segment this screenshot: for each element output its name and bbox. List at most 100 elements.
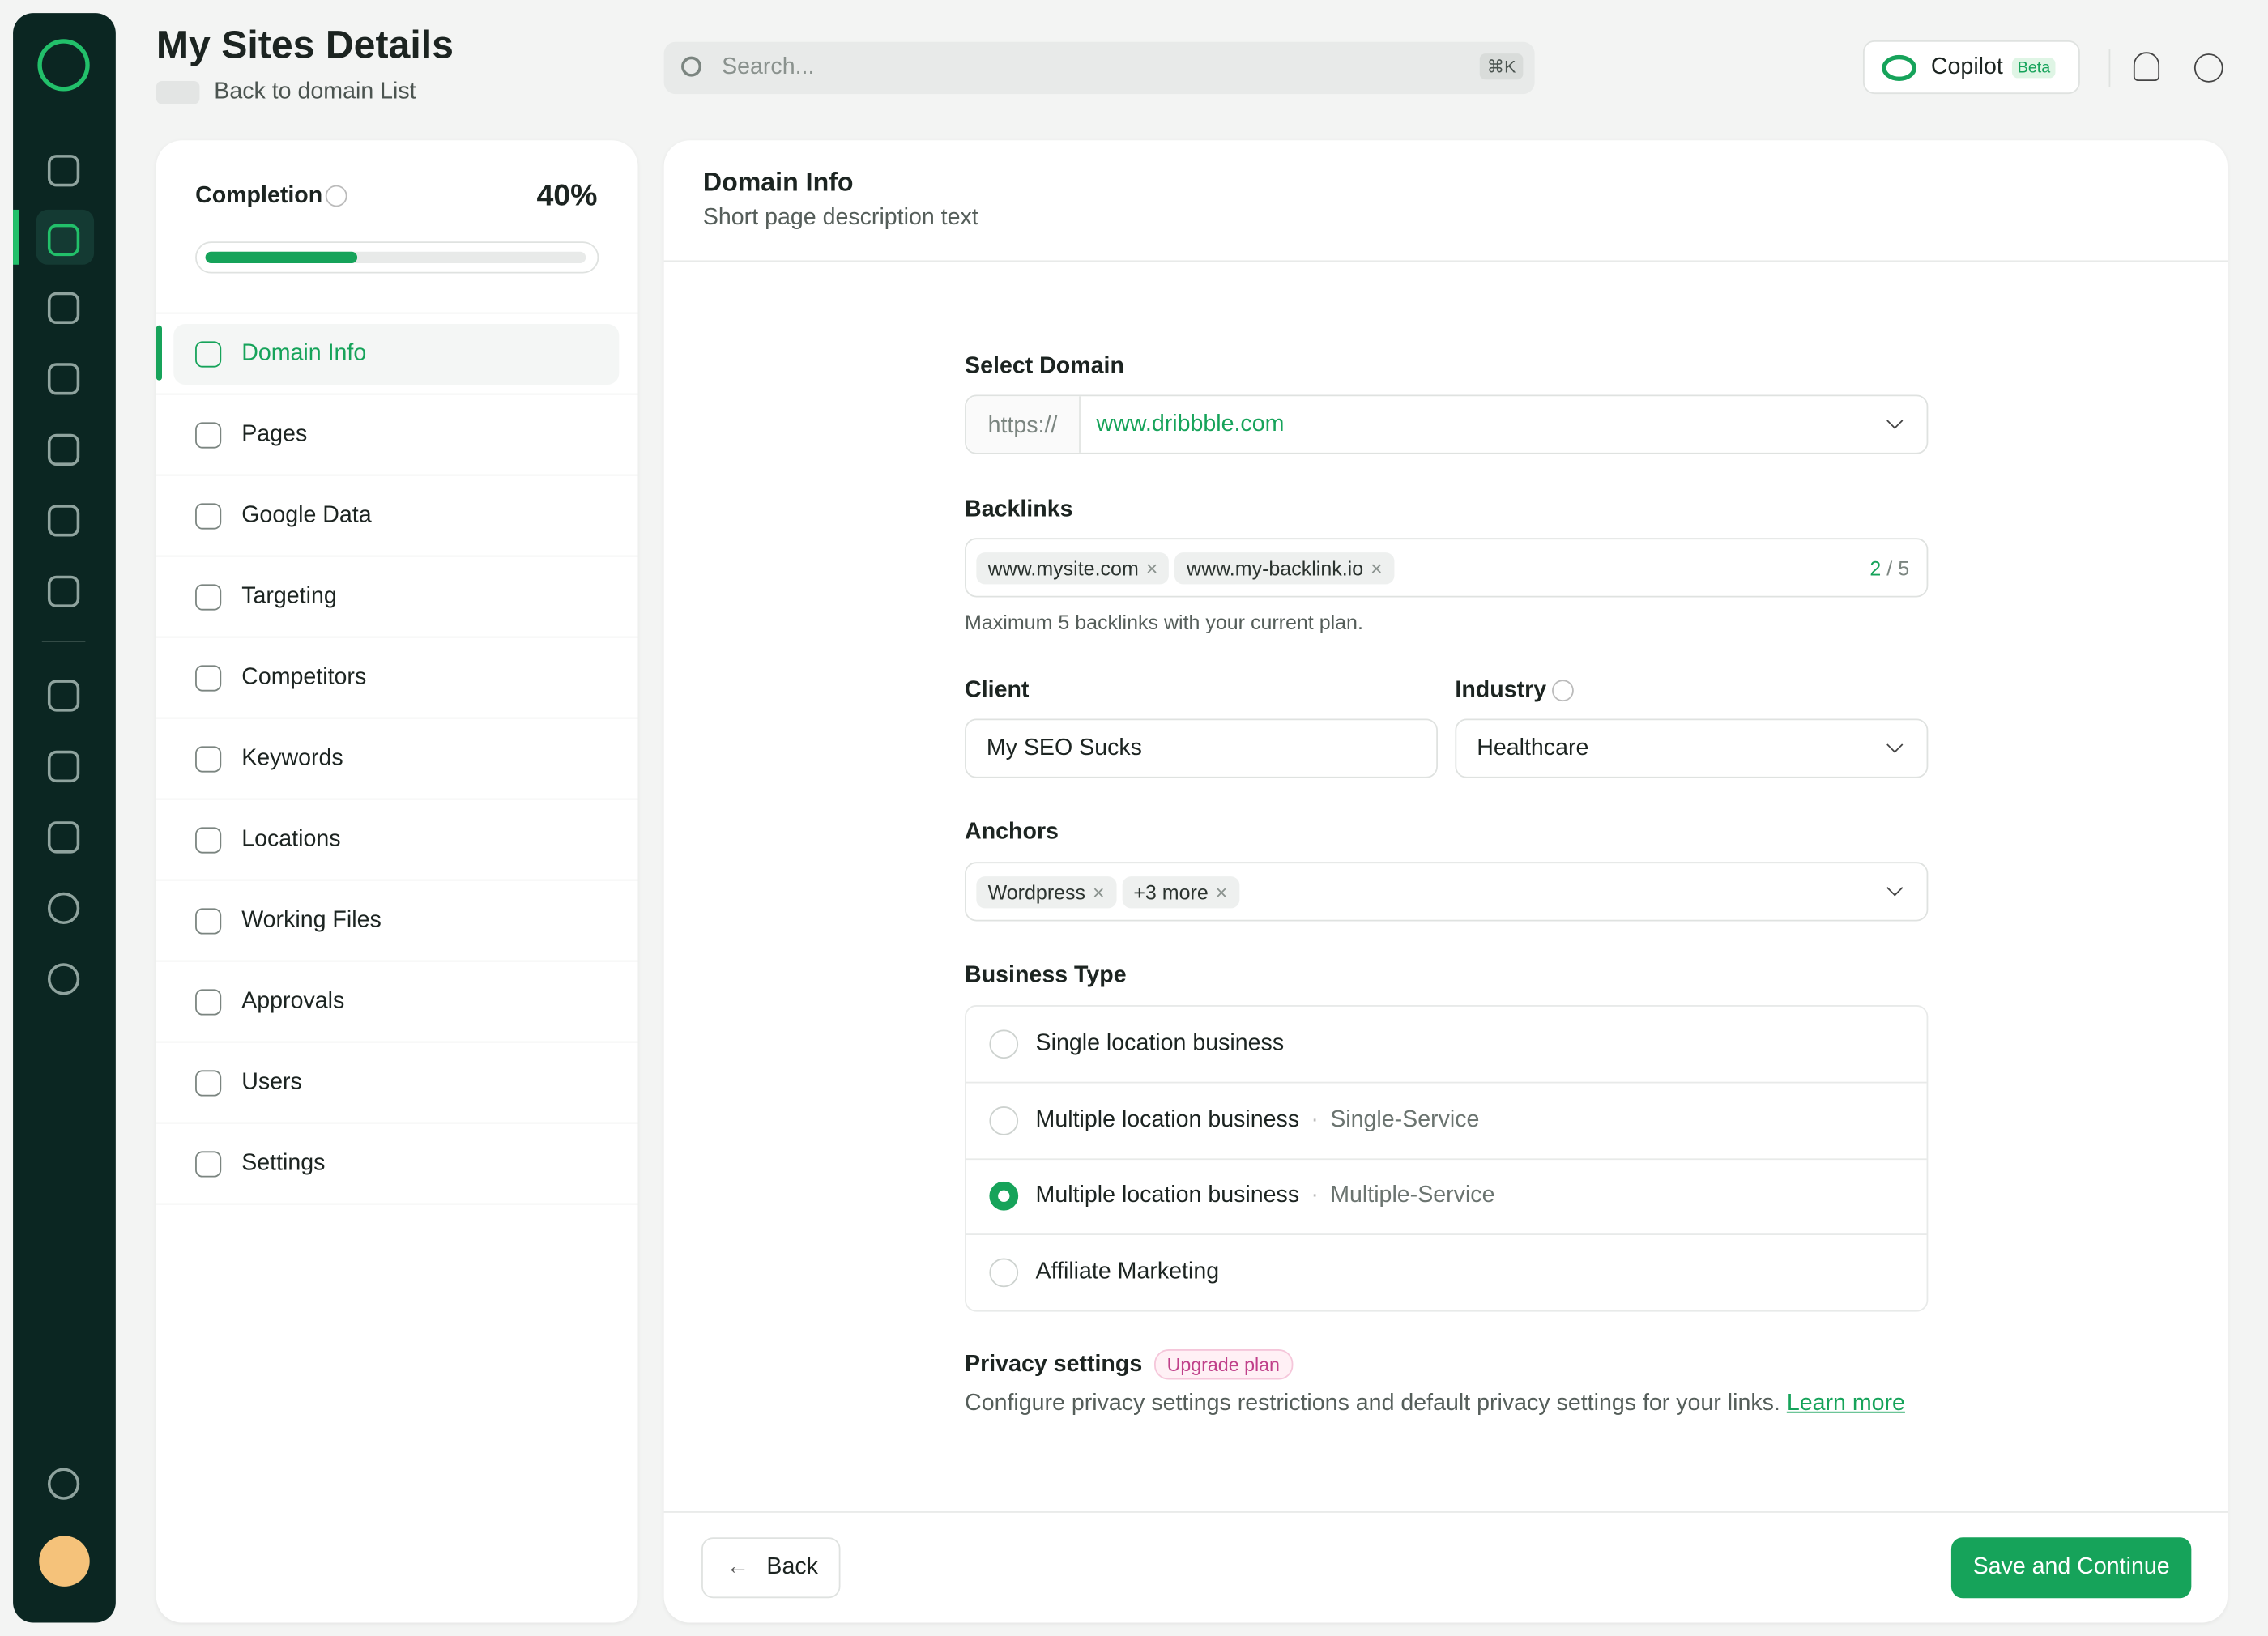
industry-select[interactable]: Healthcare — [1455, 718, 1929, 778]
active-bg — [173, 323, 620, 385]
nav-item[interactable]: Settings — [156, 1123, 638, 1205]
radio[interactable] — [989, 1029, 1019, 1059]
nav-item[interactable]: Competitors — [156, 637, 638, 719]
icon-settings[interactable] — [47, 963, 80, 995]
icon-scan[interactable] — [47, 821, 80, 854]
copilot-button[interactable]: Copilot Beta — [1862, 40, 2080, 95]
progress-fill — [205, 251, 358, 263]
privacy-text: Configure privacy settings restrictions … — [965, 1391, 1905, 1417]
learn-more[interactable]: Learn more — [1786, 1391, 1905, 1417]
completion-label: Completion — [195, 183, 323, 209]
option-label: Multiple location business — [1035, 1106, 1300, 1132]
panel-description: Short page description text — [702, 205, 978, 230]
icon-help[interactable] — [47, 1468, 80, 1500]
business-option[interactable]: Multiple location business Multiple-Servi… — [966, 1158, 1927, 1235]
icon-sites[interactable] — [47, 224, 80, 257]
field-label: Anchors — [965, 820, 1059, 845]
radio[interactable] — [989, 1181, 1019, 1211]
nav-icon — [195, 826, 222, 853]
nav-item[interactable]: Approvals — [156, 961, 638, 1043]
icon-dashboard[interactable] — [47, 155, 80, 187]
option-label: Multiple location business — [1035, 1182, 1300, 1208]
search-box[interactable]: Search... ⌘K — [663, 41, 1535, 95]
business-option[interactable]: Affiliate Marketing — [966, 1234, 1927, 1310]
option-sub: Multiple-Service — [1311, 1183, 1494, 1209]
back-link[interactable]: Back to domain List — [214, 79, 416, 104]
tag-label: Wordpress — [987, 880, 1086, 904]
chevron — [1886, 412, 1904, 429]
nav-item[interactable]: Locations — [156, 799, 638, 881]
tag-remove[interactable]: × — [1215, 880, 1228, 904]
settings[interactable] — [2193, 53, 2223, 83]
completion-value: 40% — [536, 179, 598, 213]
nav-icon — [195, 340, 222, 367]
tag[interactable]: www.mysite.com × — [976, 552, 1170, 584]
nav-icon — [195, 421, 222, 448]
field-label: Industry — [1455, 678, 1547, 703]
radio[interactable] — [989, 1106, 1019, 1135]
sep: / — [1886, 556, 1893, 580]
chevron — [1886, 880, 1904, 897]
nav-item[interactable]: Working Files — [156, 880, 638, 962]
tag-label: www.mysite.com — [987, 556, 1139, 580]
icon-globe[interactable] — [47, 892, 80, 925]
radio[interactable] — [989, 1257, 1019, 1287]
nav-item[interactable]: Domain Info — [156, 313, 638, 395]
tag[interactable]: www.my-backlink.io × — [1174, 552, 1394, 584]
notifications[interactable] — [2133, 52, 2160, 81]
icon-tasks[interactable] — [47, 292, 80, 324]
nav-icon — [195, 907, 222, 934]
nav-label: Locations — [241, 826, 341, 851]
save-button[interactable]: Save and Continue — [1950, 1537, 2192, 1599]
icon-users[interactable] — [47, 505, 80, 537]
info-icon[interactable] — [1552, 680, 1574, 702]
anchors-select[interactable]: Wordpress × +3 more × — [965, 862, 1929, 922]
back-arrow[interactable] — [156, 80, 200, 104]
tag[interactable]: Wordpress × — [976, 876, 1116, 908]
icon-magic[interactable] — [47, 433, 80, 466]
client-input[interactable]: My SEO Sucks — [965, 718, 1438, 778]
nav-item[interactable]: Google Data — [156, 475, 638, 557]
icon-delivery[interactable] — [47, 575, 80, 607]
business-option[interactable]: Multiple location business Single-Service — [966, 1083, 1927, 1160]
tag-remove[interactable]: × — [1092, 880, 1105, 904]
nav-item[interactable]: Users — [156, 1042, 638, 1124]
backlinks-input[interactable]: www.mysite.com × www.my-backlink.io × 2 / 5 — [965, 538, 1929, 598]
domain-select[interactable]: https:// www.dribbble.com — [965, 394, 1929, 454]
tag[interactable]: +3 more × — [1122, 876, 1239, 908]
upgrade-badge[interactable]: Upgrade plan — [1153, 1349, 1294, 1380]
tag-remove[interactable]: × — [1145, 556, 1158, 580]
nav-icon — [195, 988, 222, 1015]
search-icon — [681, 56, 702, 77]
nav-icon — [195, 745, 222, 772]
nav-label: Competitors — [241, 664, 367, 689]
industry-value: Healthcare — [1477, 735, 1589, 760]
icon-folder[interactable] — [47, 680, 80, 712]
back-button[interactable]: ← Back — [701, 1537, 841, 1599]
nav-item[interactable]: Targeting — [156, 556, 638, 638]
shortcut: ⌘K — [1479, 53, 1524, 80]
icon-file[interactable] — [47, 750, 80, 783]
business-option[interactable]: Single location business — [966, 1007, 1927, 1084]
icon-links[interactable] — [47, 363, 80, 395]
nav-label: Pages — [241, 421, 308, 446]
client-value: My SEO Sucks — [986, 735, 1142, 760]
panel-title: Domain Info — [702, 168, 854, 197]
form-card: Domain Info Short page description text … — [663, 140, 2228, 1623]
nav-label: Working Files — [241, 907, 382, 932]
field-label: Select Domain — [965, 354, 1124, 379]
option-label: Affiliate Marketing — [1035, 1259, 1220, 1284]
field-label: Business Type — [965, 963, 1127, 988]
nav-item[interactable]: Keywords — [156, 718, 638, 800]
avatar[interactable] — [39, 1536, 90, 1587]
page-title: My Sites Details — [156, 23, 454, 67]
option-sub: Single-Service — [1311, 1107, 1479, 1133]
nav-label: Domain Info — [241, 340, 367, 365]
divider — [41, 641, 86, 642]
nav-label: Keywords — [241, 745, 343, 770]
nav-item[interactable]: Pages — [156, 394, 638, 476]
info-icon[interactable] — [325, 185, 347, 207]
tag-remove[interactable]: × — [1371, 556, 1383, 580]
